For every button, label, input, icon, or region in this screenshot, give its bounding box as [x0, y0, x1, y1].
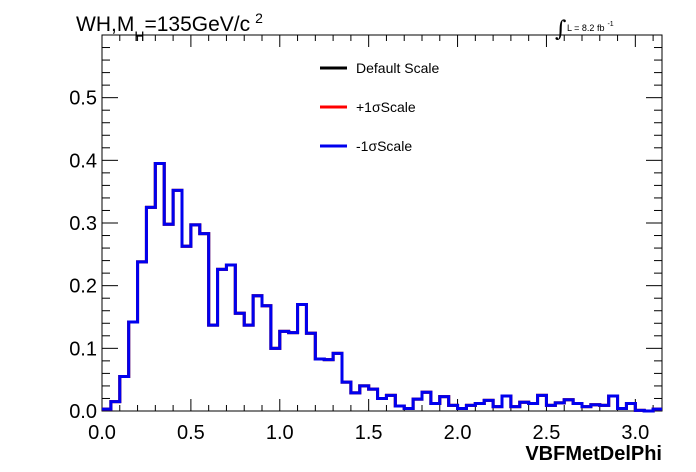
chart-title: WH,MH=135GeV/c 2 — [76, 10, 263, 44]
x-tick-label: 1.5 — [355, 422, 383, 444]
legend-label-default: Default Scale — [356, 60, 439, 76]
y-tick-label: 0.5 — [69, 88, 97, 110]
legend: Default Scale +1σScale -1σScale — [320, 60, 439, 154]
chart-title-mid: =135GeV/c — [144, 13, 250, 36]
y-tick-label: 0.1 — [69, 338, 97, 360]
series-layer — [102, 161, 662, 413]
x-tick-label: 0.5 — [177, 422, 205, 444]
chart-title-subscript: H — [134, 28, 144, 44]
y-axis: 0.0 0.1 0.2 0.3 0.4 0.5 — [69, 34, 662, 423]
legend-label-plus1sigma: +1σScale — [356, 99, 416, 115]
x-tick-label: 2.0 — [444, 422, 472, 444]
y-tick-label: 0.4 — [69, 150, 97, 172]
luminosity-text: L = 8.2 fb — [567, 23, 604, 33]
x-tick-label: 3.0 — [621, 422, 649, 444]
series-line-2 — [102, 161, 662, 413]
y-tick-label: 0.2 — [69, 276, 97, 298]
y-tick-label: 0.3 — [69, 213, 97, 235]
integral-symbol: ∫ — [555, 17, 567, 42]
luminosity-exponent: -1 — [607, 21, 613, 28]
luminosity-label: L = 8.2 fb -1 — [567, 21, 614, 33]
x-tick-label: 0.0 — [88, 422, 116, 444]
x-axis-label: VBFMetDelPhi — [525, 443, 662, 465]
chart-title-superscript: 2 — [255, 10, 263, 26]
x-tick-label: 1.0 — [266, 422, 294, 444]
legend-label-minus1sigma: -1σScale — [356, 138, 412, 154]
x-tick-label: 2.5 — [533, 422, 561, 444]
chart-title-main: WH,M — [76, 13, 134, 36]
y-tick-label: 0.0 — [69, 401, 97, 423]
